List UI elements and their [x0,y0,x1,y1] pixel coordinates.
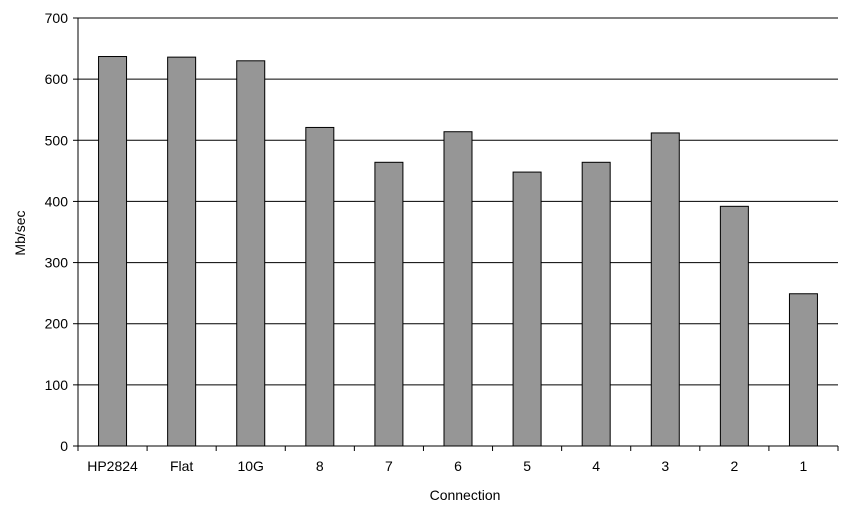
bar [374,161,404,447]
axes [77,18,838,447]
x-tick-label: 7 [385,458,393,474]
y-tick-label: 200 [45,316,69,332]
x-tick-label: 2 [730,458,738,474]
x-tick-label: 8 [316,458,324,474]
x-tick-label: 6 [454,458,462,474]
bar [98,56,128,447]
y-axis-ticks: 0 100 200 300 400 500 600 700 [45,10,78,454]
bar [788,293,818,447]
bar [167,56,197,447]
y-tick-label: 600 [45,71,69,87]
x-tick-label: 3 [661,458,669,474]
y-tick-label: 300 [45,255,69,271]
x-tick-label: Flat [170,458,193,474]
x-tick-label: 10G [237,458,263,474]
x-axis-ticks: HP2824 Flat 10G 8 7 6 5 4 3 2 1 [77,446,839,474]
x-tick-label: 1 [800,458,808,474]
bar [305,126,335,447]
bar [512,171,542,447]
x-tick-label: 4 [592,458,600,474]
y-tick-label: 100 [45,377,69,393]
y-tick-label: 500 [45,132,69,148]
x-axis-title: Connection [430,487,501,503]
y-tick-label: 0 [60,438,68,454]
bar [581,161,611,447]
bar [650,132,680,447]
y-tick-label: 400 [45,193,69,209]
bar [236,60,266,447]
y-tick-label: 700 [45,10,69,26]
x-tick-label: HP2824 [87,458,138,474]
bars [98,56,818,447]
bar [719,205,749,447]
y-axis-title: Mb/sec [12,210,28,255]
x-tick-label: 5 [523,458,531,474]
bar [443,131,473,447]
